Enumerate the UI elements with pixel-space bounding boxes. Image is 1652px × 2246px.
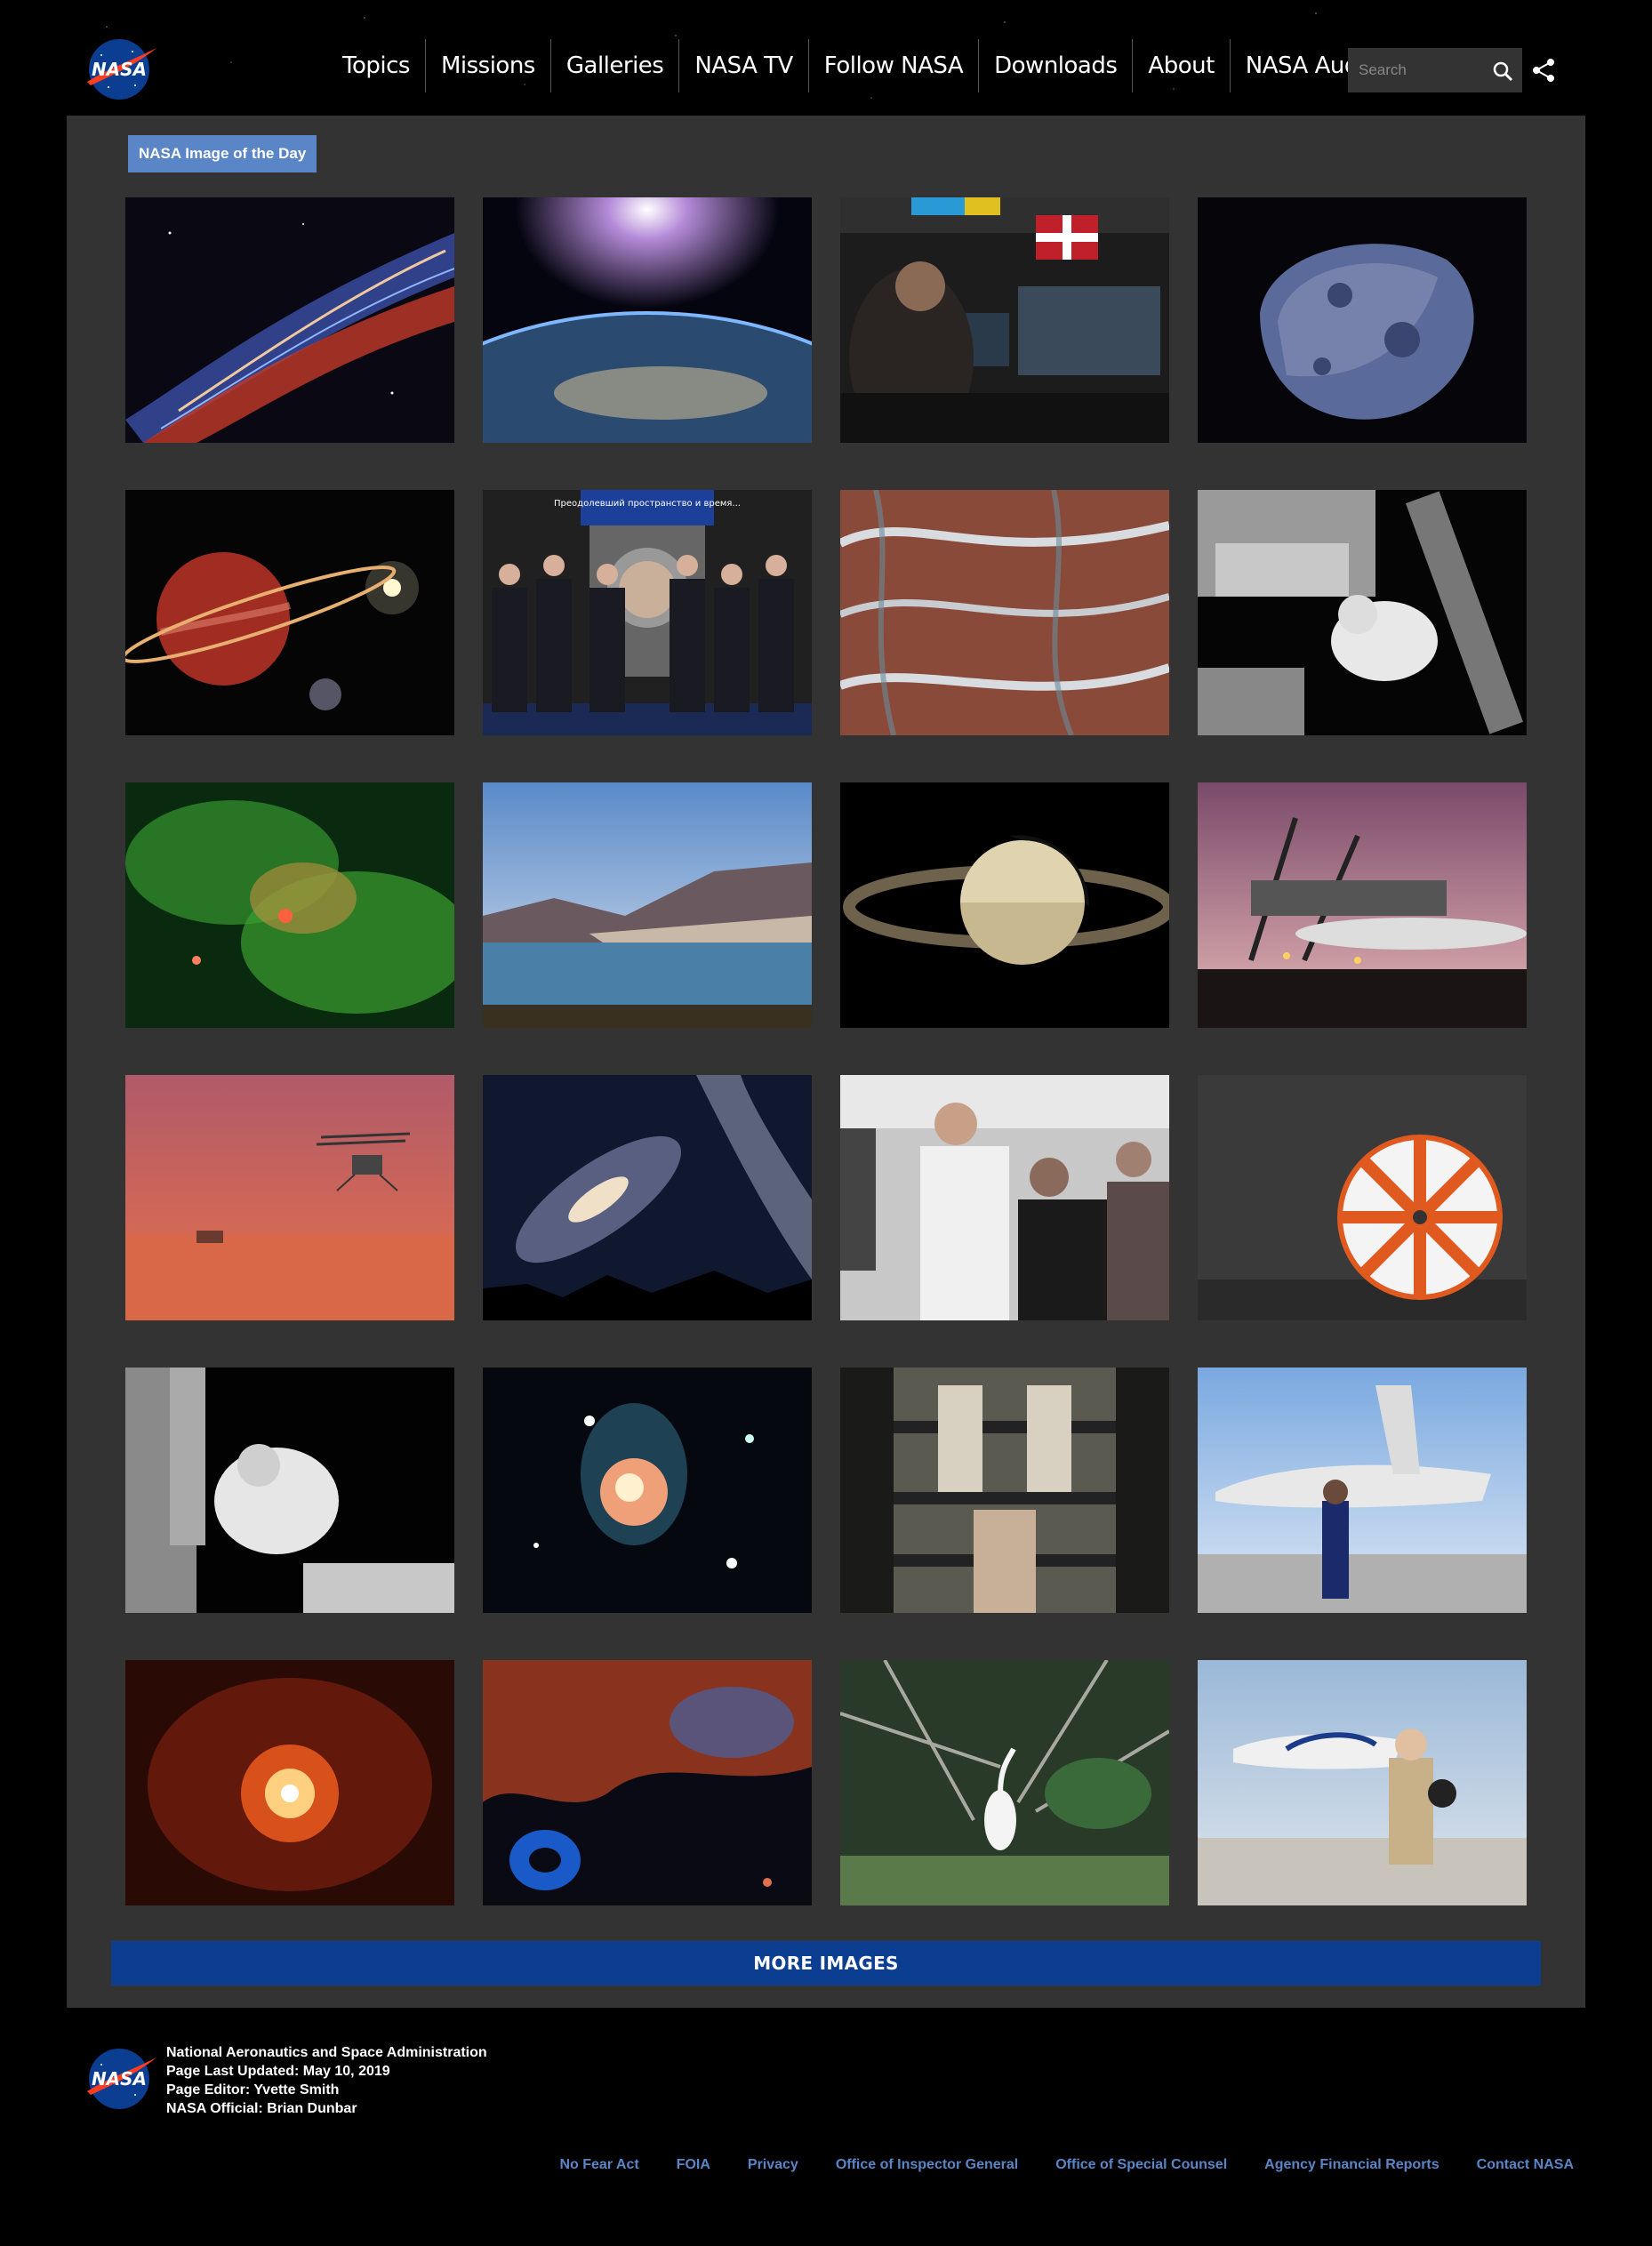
image-tile-crew-portrait[interactable]: Преодолевший пространство и время... <box>483 490 812 735</box>
nav-galleries[interactable]: Galleries <box>549 39 678 92</box>
logo-text: NASA <box>92 59 147 80</box>
footer-link-inspector-general[interactable]: Office of Inspector General <box>835 2157 1019 2172</box>
image-tile-supernova-remnant[interactable] <box>125 1660 454 1905</box>
nav-nasa-tv[interactable]: NASA TV <box>678 39 807 92</box>
footer-link-special-counsel[interactable]: Office of Special Counsel <box>1055 2157 1228 2172</box>
footer-links: No Fear Act FOIA Privacy Office of Inspe… <box>522 2157 1574 2173</box>
crew-banner-text: Преодолевший пространство и время... <box>554 499 741 509</box>
footer-link-foia[interactable]: FOIA <box>676 2157 710 2172</box>
nav-topics[interactable]: Topics <box>342 52 410 79</box>
footer-nasa-logo-icon[interactable]: NASA <box>84 2045 158 2113</box>
footer-agency: National Aeronautics and Space Administr… <box>166 2045 487 2060</box>
gallery-panel: NASA Image of the Day <box>67 116 1585 2008</box>
main-nav: Topics Missions Galleries NASA TV Follow… <box>327 39 1445 92</box>
image-grid: Преодолевший пространство и время... <box>125 197 1527 1905</box>
image-tile-earth-sunrise[interactable] <box>483 197 812 443</box>
nav-missions[interactable]: Missions <box>424 39 550 92</box>
nav-follow-nasa[interactable]: Follow NASA <box>807 39 978 92</box>
image-of-the-day-tag[interactable]: NASA Image of the Day <box>128 135 317 172</box>
footer-official: NASA Official: Brian Dunbar <box>166 2101 357 2116</box>
nasa-logo-icon[interactable]: NASA <box>84 36 158 103</box>
footer-link-contact-nasa[interactable]: Contact NASA <box>1476 2157 1574 2172</box>
footer-link-privacy[interactable]: Privacy <box>747 2157 798 2172</box>
footer-link-financial-reports[interactable]: Agency Financial Reports <box>1264 2157 1439 2172</box>
image-tile-lab-engineers[interactable] <box>840 1075 1169 1320</box>
image-tile-green-nebula[interactable] <box>125 782 454 1028</box>
footer-info: National Aeronautics and Space Administr… <box>166 2043 487 2118</box>
image-tile-ringed-exoplanet[interactable] <box>125 490 454 735</box>
footer-updated: Page Last Updated: May 10, 2019 <box>166 2064 390 2079</box>
image-tile-shuttle-crane[interactable] <box>1198 782 1527 1028</box>
nav-downloads[interactable]: Downloads <box>978 39 1132 92</box>
image-tile-mars-helicopter[interactable] <box>125 1075 454 1320</box>
image-tile-white-egret[interactable] <box>840 1660 1169 1905</box>
image-tile-mission-control[interactable] <box>840 197 1169 443</box>
footer-logo-text: NASA <box>92 2068 147 2090</box>
image-tile-saturn[interactable] <box>840 782 1169 1028</box>
more-images-button[interactable]: MORE IMAGES <box>111 1941 1541 1985</box>
image-tile-spacewalk-iss[interactable] <box>1198 490 1527 735</box>
footer-editor: Page Editor: Yvette Smith <box>166 2082 340 2098</box>
site-header: NASA Topics Missions Galleries NASA TV F… <box>0 0 1652 116</box>
image-tile-planetary-nebula[interactable] <box>483 1368 812 1613</box>
image-tile-astronaut-spacewalk[interactable] <box>125 1368 454 1613</box>
search-icon[interactable] <box>1488 57 1517 85</box>
image-tile-astronaut-t38-blue[interactable] <box>1198 1368 1527 1613</box>
image-tile-nebula-pair[interactable] <box>483 1660 812 1905</box>
image-tile-mars-dunes[interactable] <box>840 490 1169 735</box>
image-tile-milky-way-galaxy[interactable] <box>483 1075 812 1320</box>
image-tile-psyche-asteroid[interactable] <box>1198 197 1527 443</box>
share-icon[interactable] <box>1531 57 1556 84</box>
image-tile-vehicle-assembly[interactable] <box>840 1368 1169 1613</box>
search-input[interactable] <box>1348 48 1481 92</box>
image-tile-lake-mead[interactable] <box>483 782 812 1028</box>
image-tile-astronaut-t38-tan[interactable] <box>1198 1660 1527 1905</box>
footer-link-no-fear-act[interactable]: No Fear Act <box>559 2157 639 2172</box>
search-box <box>1348 48 1522 92</box>
image-tile-parachute-test[interactable] <box>1198 1075 1527 1320</box>
nav-about[interactable]: About <box>1132 39 1229 92</box>
image-tile-veil-nebula[interactable] <box>125 197 454 443</box>
